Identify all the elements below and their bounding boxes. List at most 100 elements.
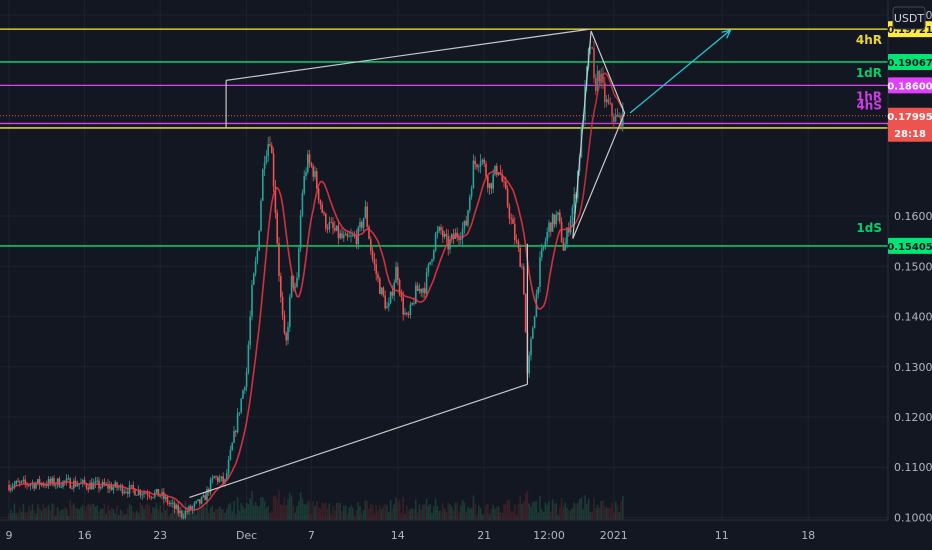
volume-bar — [307, 501, 309, 520]
candle-body — [166, 496, 169, 504]
candle-body — [209, 479, 212, 493]
volume-bar — [145, 504, 147, 520]
volume-bar — [451, 506, 453, 520]
candle-body — [407, 314, 410, 316]
candle-body — [328, 222, 331, 230]
volume-bar — [231, 511, 233, 520]
volume-bar — [213, 512, 215, 520]
candle-body — [249, 316, 251, 345]
candle-body — [436, 231, 439, 234]
currency-button[interactable]: USDT — [892, 6, 926, 30]
candle-body — [551, 214, 554, 232]
volume-bar — [375, 505, 377, 520]
candle-body — [514, 223, 516, 241]
volume-bar — [100, 508, 102, 520]
volume-bar — [490, 508, 493, 520]
candle-body — [211, 478, 214, 480]
volume-bar — [524, 493, 527, 520]
volume-bar — [386, 505, 388, 520]
volume-bar — [499, 512, 502, 520]
time-axis-ticks: 9 16 23 Dec 7 14 21 12:00 2021 11 18 — [6, 529, 816, 542]
candle-body — [107, 483, 109, 489]
candle-body — [64, 480, 66, 482]
candle-body — [220, 476, 223, 479]
volume-bar — [555, 503, 557, 520]
volume-bar — [42, 504, 44, 520]
volume-bar — [55, 515, 57, 520]
candle-body — [550, 222, 552, 232]
candle-body — [440, 227, 442, 231]
candle-body — [213, 476, 215, 479]
volume-bar — [260, 497, 262, 520]
volume-bar — [278, 489, 280, 520]
candle-body — [591, 47, 593, 49]
candle-body — [155, 489, 158, 493]
candle-body — [35, 483, 37, 489]
volume-bar — [319, 508, 322, 520]
volume-bar — [123, 514, 125, 520]
volume-bar — [263, 501, 266, 520]
candle-body — [49, 479, 52, 483]
candle-body — [506, 188, 509, 207]
time-axis-background[interactable] — [0, 520, 932, 550]
candle-body — [204, 495, 206, 501]
candle-body — [605, 99, 608, 102]
candle-body — [301, 193, 304, 216]
candle-body — [564, 244, 566, 251]
candle-body — [236, 413, 239, 433]
volume-bar — [109, 510, 111, 520]
candle-body — [411, 302, 413, 305]
candle-body — [280, 275, 282, 297]
candle-body — [87, 487, 89, 490]
volume-bar — [13, 503, 16, 520]
volume-bar — [476, 514, 478, 520]
candle-body — [267, 144, 269, 156]
candle-body — [202, 495, 205, 498]
volume-bar — [242, 505, 244, 520]
candle-body — [433, 250, 435, 260]
volume-bar — [328, 503, 331, 520]
candle-body — [179, 510, 181, 514]
candle-body — [128, 485, 131, 494]
candle-body — [458, 237, 460, 240]
volume-bar — [296, 506, 298, 520]
time-tick-label: Dec — [236, 529, 257, 542]
volume-bar — [515, 514, 518, 520]
volume-bar — [501, 512, 503, 520]
volume-bar — [235, 513, 237, 520]
candle-body — [245, 372, 248, 387]
volume-bar — [26, 512, 28, 520]
candle-body — [382, 287, 385, 296]
volume-bar — [463, 502, 466, 520]
volume-bar — [283, 497, 286, 520]
volume-bar — [416, 512, 419, 520]
candle-body — [94, 481, 97, 484]
candle-body — [523, 266, 525, 294]
volume-bar — [92, 503, 95, 520]
candle-body — [355, 235, 358, 245]
volume-bar — [474, 503, 476, 520]
volume-bar — [44, 508, 46, 520]
candle-body — [494, 165, 496, 175]
candle-body — [308, 154, 311, 163]
volume-bar — [202, 505, 205, 520]
volume-bar — [364, 500, 367, 520]
volume-bar — [544, 502, 547, 520]
volume-bar — [517, 504, 520, 520]
price-tag-value: 0.17995 — [887, 112, 932, 123]
candle-body — [121, 485, 124, 494]
volume-bar — [436, 506, 439, 520]
volume-bar — [618, 512, 620, 520]
grid — [0, 0, 888, 520]
volume-bar — [481, 514, 484, 520]
volume-bar — [393, 504, 395, 520]
volume-bar — [209, 507, 212, 520]
volume-bar — [271, 511, 273, 520]
candle-body — [389, 291, 392, 304]
volume-bar — [206, 500, 208, 520]
price-tag — [888, 107, 932, 142]
volume-bar — [521, 503, 523, 520]
volume-bar — [33, 510, 35, 520]
